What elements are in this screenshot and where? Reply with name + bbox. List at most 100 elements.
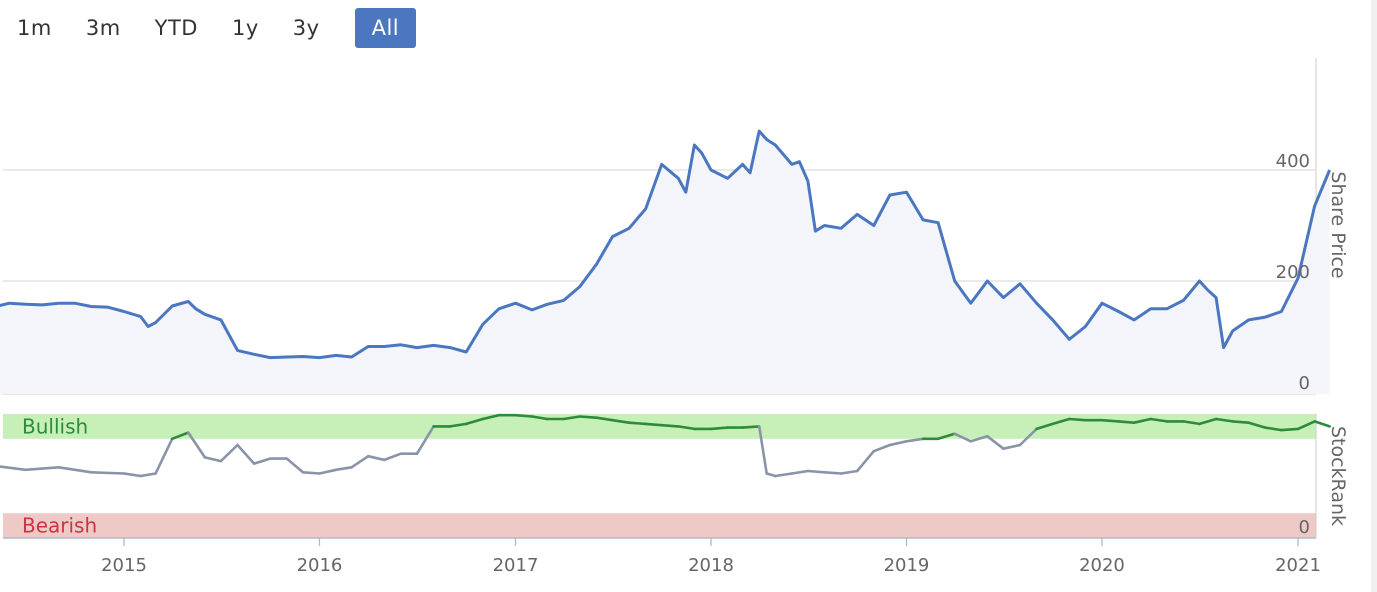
stockrank-line-segment [1280,427,1300,432]
stockrank-line-segment [986,434,1005,451]
stockrank-line-segment [1247,421,1267,429]
stockrank-line-segment [1100,418,1120,423]
price-line [0,129,1331,360]
x-tick-label: 2016 [297,555,343,576]
stockrank-line-segment [187,431,207,459]
stockrank-line-segment [170,431,190,441]
stockrank-line-segment [203,456,223,463]
stockrank-line-segment [252,457,272,465]
stockrank-line-segment [644,422,664,427]
stockrank-line-segment [806,469,826,474]
stockrank-line-segment [90,470,126,475]
price-area-fill [0,131,1330,394]
stockrank-line-segment [0,465,27,472]
x-tick-label: 2015 [101,555,147,576]
stockrank-line-segment [627,421,648,426]
stockrank-line-segment [1264,426,1283,432]
price-y-tick-label: 400 [1276,151,1310,172]
range-3m-button[interactable]: 3m [85,16,121,40]
stockrank-line-segment [595,416,614,422]
stockrank-line-segment [1313,420,1331,428]
stockrank-line-segment [1231,420,1250,425]
stockrank-line-segment [611,418,631,425]
price-axis-title: Share Price [1327,171,1349,278]
rank-band-bearish [3,513,1316,538]
stockrank-line-segment [676,425,696,431]
stockrank-line-segment [1068,417,1087,422]
stockrank-line-segment [872,443,892,453]
stockrank-line-segment [790,469,810,475]
stockrank-line-segment [905,437,925,443]
stockrank-line-segment [969,434,989,443]
stockrank-line-segment [1149,417,1169,423]
stockrank-line-segment [578,415,598,420]
stockrank-line-segment [1132,417,1152,425]
stockrank-line-segment [709,426,729,431]
range-3y-button[interactable]: 3y [292,16,320,40]
stockrank-line-segment [1002,443,1022,451]
x-tick-label: 2021 [1275,555,1321,576]
stockrank-line-segment [350,454,370,469]
stockrank-line-segment [1296,420,1316,431]
stockrank-line-segment [765,472,777,478]
rank-y-tick-label: 0 [1299,517,1310,538]
stockrank-line-segment [839,469,859,475]
x-tick-label: 2019 [884,555,930,576]
stockrank-line-segment [382,452,403,462]
stockrank-line-segment [1198,417,1218,426]
stockrank-line-segment [219,443,239,463]
stockrank-line-segment [773,472,794,478]
stockrank-line-segment [741,425,761,429]
stockrank-line-segment [464,417,485,426]
stockrank-line-segment [285,457,305,474]
rank-axis-title: StockRank [1327,426,1349,526]
stockrank-line-segment [236,443,256,465]
stockrank-line-segment [448,422,468,428]
stockrank-line-segment [24,465,61,472]
stockrank-line-segment [888,439,908,447]
range-ytd-button[interactable]: YTD [154,16,198,40]
stockrank-line-segment [660,423,680,428]
range-1y-button[interactable]: 1y [231,16,259,40]
stockrank-line-segment [514,413,534,418]
stockrank-panel: Bullish Bearish 0 StockRank [0,413,1349,538]
stockrank-line-segment [122,472,142,478]
range-all-button[interactable]: All [354,8,417,48]
stockrank-line-segment [757,425,769,475]
stockrank-line-segment [318,468,338,475]
stockrank-line-segment [1035,422,1054,431]
price-y-tick-label: 0 [1299,373,1310,394]
rank-band-label: Bearish [22,514,97,538]
range-selector: 1m 3m YTD 1y 3y All [0,6,417,50]
stockrank-line-segment [334,465,353,472]
price-y-tick-label: 200 [1276,262,1310,283]
stockrank-line-segment [1018,427,1038,447]
stockrank-line-segment [855,449,876,473]
stockrank-line-segment [953,432,973,443]
stockrank-line-segment [1117,420,1136,425]
stockrank-line-segment [936,432,957,441]
stockrank-line-segment [139,472,157,478]
stockrank-line-segment [1182,420,1201,426]
stockrank-line-segment [530,415,549,421]
stockrank-line-segment [562,415,582,421]
side-scrollbar[interactable] [1371,0,1377,592]
x-tick-label: 2020 [1079,555,1125,576]
stockrank-line-segment [1214,417,1234,423]
range-1m-button[interactable]: 1m [17,16,52,40]
stockrank-line-segment [366,454,386,462]
stockrank-line-segment [823,470,843,475]
x-axis: 2015 2016 2017 2018 2019 2020 2021 [3,537,1321,576]
stockrank-line-segment [415,425,435,456]
stockrank-line-segment [301,470,321,475]
stockrank-line-segment [154,437,174,475]
stockrank-line-segment [481,413,501,421]
stockrank-line-segment [57,465,93,474]
share-price-panel: 0 200 400 Share Price [0,58,1349,395]
stockrank-line-segment [1051,417,1071,426]
x-tick-label: 2017 [493,555,539,576]
rank-band-bullish [3,414,1316,439]
x-tick-label: 2018 [688,555,734,576]
rank-band-label: Bullish [22,414,88,438]
